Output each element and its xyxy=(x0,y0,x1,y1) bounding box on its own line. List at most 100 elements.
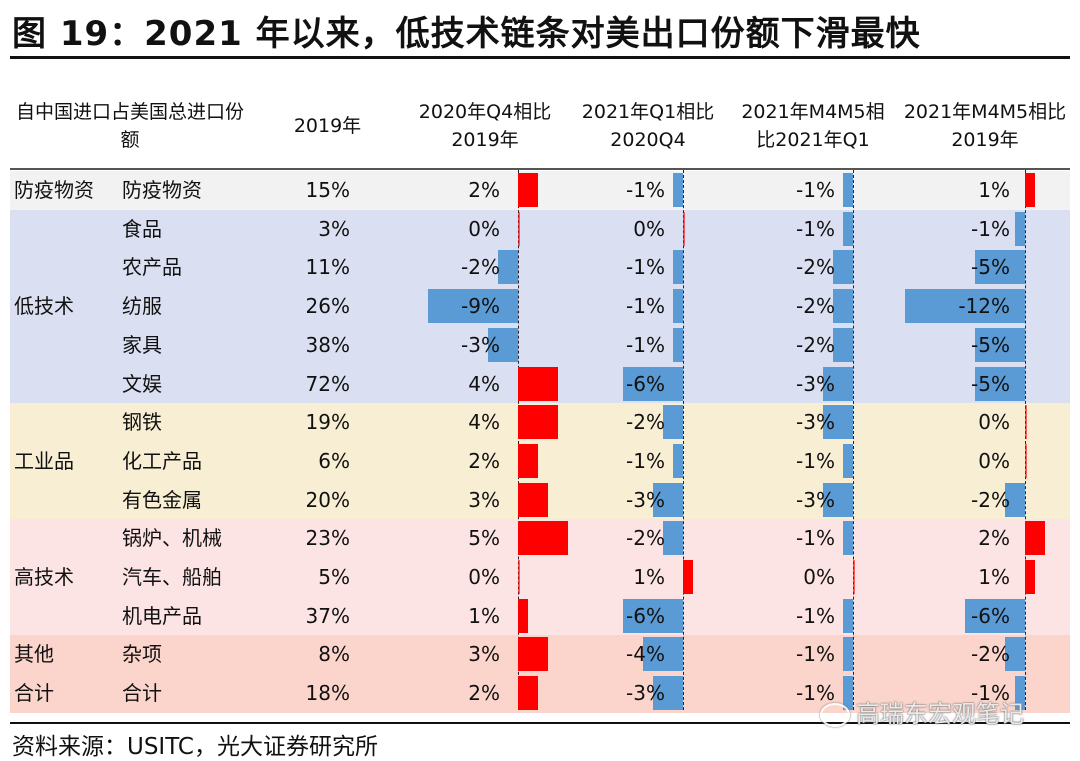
value-bar xyxy=(518,521,568,556)
header-c1: 2020年Q4相比2019年 xyxy=(418,101,552,151)
value-bar xyxy=(975,250,1025,285)
value-label: -2% xyxy=(626,410,665,435)
header-c3: 2021年M4M5相比2021年Q1 xyxy=(741,101,885,151)
zero-axis xyxy=(853,170,854,710)
value-label: -1% xyxy=(971,681,1010,706)
value-label: -3% xyxy=(796,410,835,435)
share-2019: 26% xyxy=(305,294,350,319)
value-bar xyxy=(673,250,683,285)
item-label: 锅炉、机械 xyxy=(122,526,222,551)
value-label: -5% xyxy=(971,255,1010,280)
value-bar xyxy=(623,366,683,401)
value-bar xyxy=(498,250,518,285)
value-bar xyxy=(663,405,683,440)
value-bar xyxy=(663,521,683,556)
value-bar xyxy=(518,405,558,440)
zero-axis xyxy=(518,170,519,710)
value-label: -1% xyxy=(796,178,835,202)
value-bar xyxy=(518,676,538,711)
item-label: 食品 xyxy=(122,216,162,241)
value-bar xyxy=(653,482,683,517)
group-label: 合计 xyxy=(14,681,54,706)
share-2019: 3% xyxy=(318,216,350,241)
watermark-text: 高瑞东宏观笔记 xyxy=(856,700,1024,728)
value-bar xyxy=(1025,560,1035,594)
value-label: 1% xyxy=(468,603,500,628)
share-2019: 23% xyxy=(305,526,350,551)
group-band xyxy=(10,171,1070,210)
value-label: 0% xyxy=(468,216,500,241)
watermark: 高瑞东宏观笔记 xyxy=(820,694,1024,729)
value-label: -6% xyxy=(626,603,665,628)
value-label: -1% xyxy=(626,178,665,202)
value-bar xyxy=(518,173,538,207)
value-label: -12% xyxy=(958,294,1010,319)
share-2019: 72% xyxy=(305,371,350,396)
value-bar xyxy=(843,637,853,672)
value-label: -5% xyxy=(971,371,1010,396)
share-2019: 19% xyxy=(305,410,350,435)
item-label: 农产品 xyxy=(122,255,182,280)
value-label: -1% xyxy=(796,526,835,551)
item-label: 汽车、船舶 xyxy=(122,565,222,589)
value-bar xyxy=(843,173,853,207)
value-label: 0% xyxy=(468,565,500,589)
value-label: -9% xyxy=(461,294,500,319)
group-band xyxy=(10,674,1070,713)
header-category: 自中国进口占美国总进口份额 xyxy=(15,101,244,151)
value-label: 2% xyxy=(978,526,1010,551)
value-label: -1% xyxy=(796,681,835,706)
value-bar xyxy=(823,405,853,440)
value-bar xyxy=(965,598,1025,633)
value-bar xyxy=(823,366,853,401)
header-c4: 2021年M4M5相比2019年 xyxy=(903,101,1067,151)
value-label: 0% xyxy=(633,216,665,241)
share-2019: 6% xyxy=(318,448,350,473)
value-label: -2% xyxy=(971,642,1010,667)
value-bar xyxy=(843,211,853,246)
value-bar xyxy=(673,173,683,207)
source-note: 资料来源：USITC，光大证券研究所 xyxy=(12,734,378,760)
header-2019: 2019年 xyxy=(293,115,362,137)
value-bar xyxy=(1005,482,1025,517)
value-label: -1% xyxy=(971,216,1010,241)
value-label: -3% xyxy=(796,371,835,396)
item-label: 机电产品 xyxy=(122,603,202,628)
value-label: -1% xyxy=(796,603,835,628)
value-bar xyxy=(843,443,853,478)
value-bar xyxy=(833,289,853,324)
value-bar xyxy=(905,289,1025,324)
value-label: 2% xyxy=(468,178,500,202)
value-bar xyxy=(673,289,683,324)
share-2019: 5% xyxy=(318,565,350,589)
value-label: -3% xyxy=(461,332,500,357)
source-rule xyxy=(10,722,1070,724)
value-bar xyxy=(488,327,518,362)
value-bar xyxy=(843,676,853,711)
share-2019: 38% xyxy=(305,332,350,357)
share-2019: 11% xyxy=(305,255,350,280)
group-label: 防疫物资 xyxy=(14,178,94,202)
header-c2: 2021年Q1相比2020Q4 xyxy=(581,101,715,151)
value-label: -2% xyxy=(461,255,500,280)
value-label: 3% xyxy=(468,642,500,667)
value-bar xyxy=(623,598,683,633)
value-bar xyxy=(653,676,683,711)
value-label: -2% xyxy=(971,487,1010,512)
value-label: 0% xyxy=(803,565,835,589)
item-label: 防疫物资 xyxy=(122,178,202,202)
value-label: -3% xyxy=(796,487,835,512)
value-bar xyxy=(428,289,518,324)
share-2019: 8% xyxy=(318,642,350,667)
value-label: -2% xyxy=(626,526,665,551)
wechat-icon xyxy=(820,703,850,727)
value-bar xyxy=(518,598,528,633)
group-label: 高技术 xyxy=(14,565,74,589)
value-bar xyxy=(823,482,853,517)
value-label: -2% xyxy=(796,255,835,280)
figure-title: 图 19：2021 年以来，低技术链条对美出口份额下滑最快 xyxy=(12,14,921,54)
value-label: 2% xyxy=(468,448,500,473)
item-label: 化工产品 xyxy=(122,448,202,473)
value-bar xyxy=(1015,211,1025,246)
value-label: -6% xyxy=(626,371,665,396)
